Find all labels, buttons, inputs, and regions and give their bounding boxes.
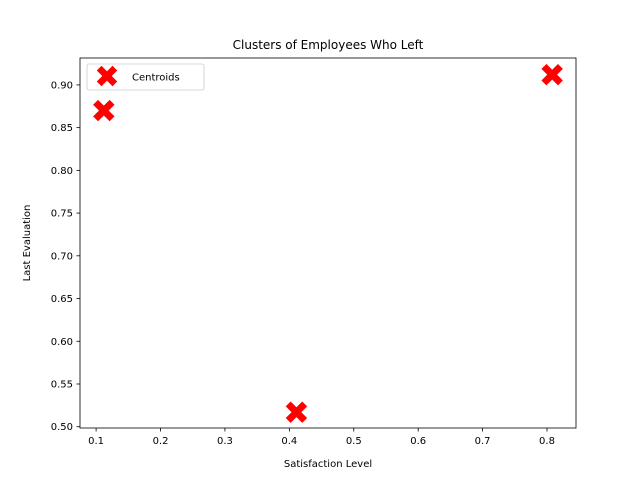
x-tick-label-5: 0.6: [410, 436, 426, 447]
x-tick-label-4: 0.5: [346, 436, 362, 447]
x-tick-label-0: 0.1: [88, 436, 104, 447]
centroid-point-1: [285, 401, 308, 423]
y-tick-label-5: 0.75: [51, 209, 73, 220]
plot-area: [93, 63, 563, 423]
y-tick-label-6: 0.80: [51, 166, 73, 177]
x-tick-label-3: 0.4: [281, 436, 297, 447]
chart-title: Clusters of Employees Who Left: [233, 38, 424, 52]
legend-marker-icon: [96, 65, 118, 87]
x-axis: 0.1 0.2 0.3 0.4 0.5 0.6 0.7 0.8: [88, 428, 555, 447]
centroid-point-2: [541, 63, 563, 86]
x-tick-label-1: 0.2: [153, 436, 169, 447]
legend: Centroids: [86, 63, 205, 91]
y-tick-label-4: 0.70: [51, 251, 73, 262]
x-tick-label-2: 0.3: [217, 436, 233, 447]
x-tick-label-7: 0.8: [539, 436, 555, 447]
y-tick-label-2: 0.60: [51, 337, 73, 348]
y-tick-label-1: 0.55: [51, 379, 73, 390]
y-axis-label: Last Evaluation: [22, 205, 33, 282]
legend-marker-centroids: [96, 65, 118, 87]
y-axis: 0.50 0.55 0.60 0.65 0.70 0.75 0.80 0.85 0.90: [51, 80, 80, 433]
axes-frame: [79, 57, 577, 429]
y-tick-label-8: 0.90: [51, 80, 73, 91]
centroid-point-0: [93, 99, 115, 122]
y-tick-label-3: 0.65: [51, 294, 73, 305]
y-tick-label-0: 0.50: [51, 422, 73, 433]
y-tick-label-7: 0.85: [51, 123, 73, 134]
legend-label-centroids: Centroids: [132, 73, 180, 84]
x-tick-label-6: 0.7: [475, 436, 491, 447]
x-axis-label: Satisfaction Level: [284, 459, 372, 470]
